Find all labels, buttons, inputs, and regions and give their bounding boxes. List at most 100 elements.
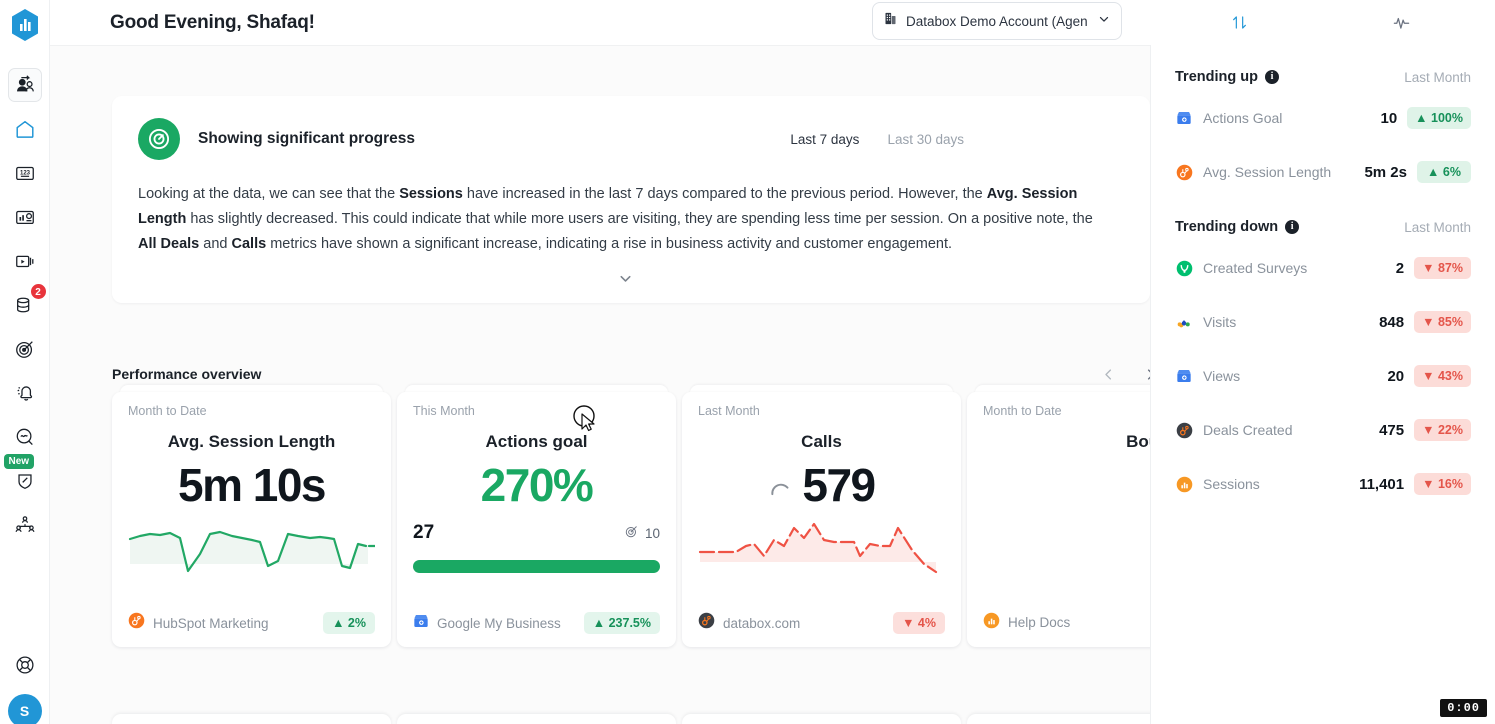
help-button[interactable] [8, 648, 42, 682]
performance-cards-row-2: Last Month Last Month This Month Last Mo… [112, 714, 1150, 724]
insight-card: Showing significant progress Last 7 days… [112, 96, 1150, 303]
metric-card-row2-4[interactable]: Last Month [967, 714, 1150, 724]
trending-row-value: 20 [1387, 367, 1405, 385]
trending-row-change: ▼ 85% [1414, 311, 1471, 333]
goal-progress-bar [413, 560, 660, 573]
alerts-bell-icon [14, 382, 36, 404]
surveymonkey-icon [1175, 259, 1193, 277]
card-metric-name: Bounce Rate [1126, 432, 1150, 451]
trending-down-period: Last Month [1404, 219, 1471, 235]
info-icon[interactable]: i [1285, 220, 1300, 234]
card-footer: Help Docs [983, 599, 1150, 647]
hubspot-dark-icon [1175, 421, 1193, 439]
trending-row-views[interactable]: Views 20 ▼ 43% [1175, 349, 1471, 403]
card-source-name: Help Docs [1008, 615, 1071, 631]
account-selector-label: Databox Demo Account (Agen… [906, 13, 1089, 29]
card-change-badge: ▲ 237.5% [583, 612, 660, 634]
metric-card-calls[interactable]: Last Month Calls 579 [682, 392, 961, 647]
trending-row-change: ▼ 22% [1414, 419, 1471, 441]
avatar[interactable]: S [7, 694, 42, 724]
insight-text-5: metrics have shown a significant increas… [266, 236, 953, 252]
card-source-name: Google My Business [437, 615, 561, 631]
insight-bold-all-deals: All Deals [138, 236, 200, 252]
trending-row-change: ▲ 100% [1407, 107, 1471, 129]
goal-target-group: 10 [624, 524, 660, 542]
account-selector[interactable]: Databox Demo Account (Agen… [872, 2, 1122, 40]
metrics-123-icon: 123 [14, 162, 36, 184]
trending-row-deals-created[interactable]: Deals Created 475 ▼ 22% [1175, 403, 1471, 457]
trending-row-change: ▼ 16% [1414, 473, 1471, 495]
trending-row-created-surveys[interactable]: Created Surveys 2 ▼ 87% [1175, 241, 1471, 295]
tab-last-30-days[interactable]: Last 30 days [887, 131, 964, 147]
trending-row-sessions[interactable]: Sessions 11,401 ▼ 16% [1175, 457, 1471, 511]
chevron-left-icon[interactable] [1097, 363, 1119, 385]
sidebar-item-alerts[interactable] [8, 376, 42, 410]
metric-card-bounce-rate[interactable]: Month to Date Bounce Rate No data for th… [967, 392, 1150, 647]
benchmarks-shield-icon [14, 470, 36, 492]
card-metric-name: Actions goal [485, 432, 588, 451]
card-metric-name: Calls [801, 432, 842, 451]
goals-target-icon [14, 338, 36, 360]
card-stack-2: This Month Actions goal 270% 27 10 [397, 385, 676, 647]
building-icon [883, 11, 898, 31]
databox-logo-icon[interactable] [8, 6, 42, 44]
card-metric-value: 270% [480, 459, 594, 511]
goal-current-value: 27 [413, 522, 435, 543]
metric-card-avg-session-length[interactable]: Month to Date Avg. Session Length 5m 10s [112, 392, 391, 647]
chevron-down-icon [617, 270, 634, 292]
slideshow-icon [14, 250, 36, 272]
tab-last-7-days[interactable]: Last 7 days [790, 131, 860, 147]
insight-bold-calls: Calls [231, 236, 267, 252]
sidebar-item-dashboards[interactable] [8, 200, 42, 234]
databox-orange-icon [1175, 475, 1193, 493]
chevron-right-icon[interactable] [1139, 363, 1150, 385]
insight-expand-button[interactable] [138, 267, 1113, 295]
insight-text-1: Looking at the data, we can see that the [138, 186, 400, 202]
sidebar-item-insights[interactable] [8, 420, 42, 454]
trending-up-title: Trending up [1175, 69, 1258, 85]
performance-cards-row: Month to Date Avg. Session Length 5m 10s [112, 385, 1150, 647]
card-source-name: HubSpot Marketing [153, 615, 269, 631]
trending-row-avg-session-length[interactable]: Avg. Session Length 5m 2s ▲ 6% [1175, 145, 1471, 199]
sidebar-item-team[interactable] [8, 508, 42, 542]
trending-row-label: Created Surveys [1203, 260, 1308, 276]
card-change-badge: ▼ 4% [893, 612, 945, 634]
sidebar-item-home[interactable] [8, 112, 42, 146]
sidebar-item-data-sources[interactable]: 2 [8, 283, 47, 322]
metric-card-row2-3[interactable]: This Month [682, 714, 961, 724]
trending-row-visits[interactable]: Visits 848 ▼ 85% [1175, 295, 1471, 349]
metric-card-actions-goal[interactable]: This Month Actions goal 270% 27 10 [397, 392, 676, 647]
card-period: Month to Date [983, 404, 1062, 418]
trending-panel: Trending up i Last Month Actions Goal 10… [1150, 45, 1495, 724]
sort-arrows-icon[interactable] [1225, 8, 1253, 36]
trending-row-actions-goal[interactable]: Actions Goal 10 ▲ 100% [1175, 91, 1471, 145]
trending-row-label: Avg. Session Length [1203, 164, 1332, 180]
trending-row-value: 11,401 [1359, 475, 1405, 493]
sidebar-item-metrics[interactable]: 123 [8, 156, 42, 190]
trending-down-header: Trending down i Last Month [1175, 213, 1471, 241]
chevron-down-icon [1097, 12, 1111, 31]
sidebar-item-goals[interactable] [8, 332, 42, 366]
sidebar-item-slideshows[interactable] [8, 244, 42, 278]
insight-range-tabs: Last 7 days Last 30 days [776, 132, 1124, 147]
hubspot-icon [1175, 163, 1193, 181]
insight-paragraph: Looking at the data, we can see that the… [138, 182, 1113, 257]
sidebar-item-benchmarks[interactable]: New [3, 454, 42, 498]
insight-header: Showing significant progress Last 7 days… [138, 118, 1124, 160]
trending-row-value: 5m 2s [1364, 163, 1407, 181]
trending-row-value: 10 [1380, 109, 1398, 127]
body-wrap: Showing significant progress Last 7 days… [50, 45, 1495, 724]
databox-orange-icon [983, 612, 1000, 634]
card-metric-value: 5m 10s [177, 459, 327, 511]
google-my-business-icon [1175, 367, 1193, 385]
sidebar-item-audience[interactable] [7, 68, 42, 102]
benchmarks-new-tag: New [3, 454, 35, 469]
metric-card-row2-2[interactable]: Last Month [397, 714, 676, 724]
goal-progress-row: 27 10 [413, 522, 660, 544]
info-icon[interactable]: i [1264, 70, 1279, 84]
activity-pulse-icon[interactable] [1387, 8, 1415, 36]
metric-card-row2-1[interactable]: Last Month [112, 714, 391, 724]
insights-search-icon [14, 426, 36, 448]
dashboard-chart-icon [14, 206, 36, 228]
